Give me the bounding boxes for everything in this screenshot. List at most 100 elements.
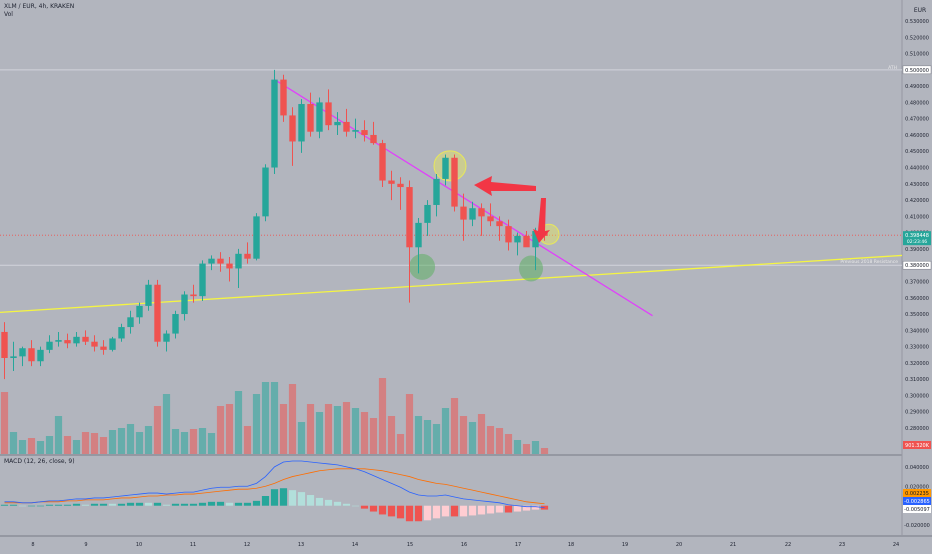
macd-histogram-bar <box>225 502 234 506</box>
macd-histogram-bar <box>54 504 63 506</box>
top-rejection-circle <box>433 150 467 182</box>
macd-histogram-bar <box>387 505 396 517</box>
candle-body <box>55 340 62 342</box>
candle-body <box>163 333 170 342</box>
volume-bar <box>405 394 414 454</box>
volume-bar <box>333 406 342 454</box>
time-tick-label: 14 <box>352 542 358 548</box>
candle-body <box>487 216 494 222</box>
macd-histogram-bar <box>531 505 540 510</box>
macd-histogram-bar <box>324 499 333 506</box>
macd-histogram-bar <box>297 492 306 506</box>
candle-body <box>244 253 251 259</box>
volume-indicator-label[interactable]: Vol <box>4 11 13 18</box>
volume-bar <box>396 434 405 454</box>
volume-bar <box>297 422 306 454</box>
macd-histogram-bar <box>270 489 279 506</box>
macd-histogram-bar <box>135 502 144 506</box>
price-tick-label: 0.440000 <box>905 166 929 172</box>
price-tick-label: 0.510000 <box>905 52 929 58</box>
candle-body <box>253 216 260 259</box>
macd-histogram-bar <box>0 504 9 506</box>
macd-histogram-bar <box>126 502 135 506</box>
support-bounce-circle-1 <box>409 253 436 280</box>
volume-bar <box>324 404 333 454</box>
volume-bar <box>189 429 198 454</box>
macd-histogram-bar <box>504 505 513 513</box>
macd-histogram-bar <box>81 504 90 506</box>
down-arrow-annotation <box>533 198 550 243</box>
candle-body <box>370 134 377 144</box>
volume-bar <box>387 416 396 454</box>
volume-bar <box>477 414 486 454</box>
volume-bar <box>45 436 54 454</box>
macd-histogram-bar <box>279 488 288 506</box>
volume-bar <box>468 422 477 454</box>
volume-bar <box>288 384 297 454</box>
macd-histogram-bar <box>432 505 441 519</box>
volume-bar <box>378 378 387 454</box>
macd-histogram-bar <box>522 505 531 511</box>
volume-bar <box>243 426 252 454</box>
symbol-title[interactable]: XLM / EUR, 4h, KRAKEN <box>4 3 75 10</box>
macd-histogram-bar <box>198 502 207 506</box>
macd-histogram-bar <box>333 501 342 506</box>
volume-bar <box>135 432 144 454</box>
price-tick-label: 0.470000 <box>905 117 929 123</box>
volume-bar <box>342 402 351 454</box>
svg-text:0.500000: 0.500000 <box>905 68 929 74</box>
volume-bar <box>18 440 27 454</box>
macd-value-tags: 0.002235 -0.002865 -0.005097 <box>903 489 931 513</box>
time-tick-label: 16 <box>461 542 467 548</box>
time-tick-label: 23 <box>839 542 845 548</box>
volume-bar <box>9 432 18 454</box>
volume-bar <box>0 392 9 454</box>
candle-body <box>460 206 467 220</box>
macd-histogram-bar <box>351 505 360 507</box>
candle-body <box>469 208 476 220</box>
macd-histogram-bar <box>414 505 423 522</box>
histogram-value: -0.005097 <box>904 507 930 513</box>
volume-bar <box>414 416 423 454</box>
candle-body <box>361 130 368 135</box>
macd-value: 0.002235 <box>905 491 929 497</box>
left-arrow-annotation <box>474 176 536 196</box>
candle-body <box>199 263 206 297</box>
candle-body <box>190 294 197 297</box>
macd-histogram-bar <box>45 504 54 506</box>
candle-body <box>64 340 71 344</box>
svg-text:0.398448: 0.398448 <box>905 233 929 239</box>
volume-bar <box>423 420 432 454</box>
time-axis[interactable]: 8 9 10 11 12 13 14 15 16 17 18 19 20 21 22 23 24 <box>31 542 899 548</box>
candle-body <box>226 263 233 269</box>
candle-body <box>433 178 440 205</box>
volume-bar <box>369 418 378 454</box>
macd-histogram-bar <box>306 495 315 506</box>
volume-bar <box>450 398 459 454</box>
macd-histogram-bar <box>18 505 27 507</box>
macd-histogram-bar <box>423 505 432 521</box>
volume-bar <box>117 428 126 454</box>
volume-bar <box>225 404 234 454</box>
support-bounce-circle-2 <box>519 255 543 282</box>
volume-bar <box>54 416 63 454</box>
macd-histogram-bar <box>36 505 45 507</box>
macd-indicator-label[interactable]: MACD (12, 26, close, 9) <box>4 458 75 465</box>
macd-histogram-bar <box>72 503 81 506</box>
volume-bar <box>234 391 243 454</box>
macd-histogram-bar <box>117 503 126 506</box>
candle-body <box>397 183 404 188</box>
macd-tick-label: -0.020000 <box>904 523 930 529</box>
candle-body <box>343 121 350 132</box>
rising-support-trendline[interactable] <box>0 254 903 314</box>
volume-bar <box>540 448 549 454</box>
candle-body <box>424 204 431 223</box>
candle-body <box>118 327 125 339</box>
price-axis[interactable]: 0.530000 0.520000 0.510000 0.500000 0.490000… <box>905 19 929 432</box>
macd-tick-label: 0.040000 <box>905 465 929 471</box>
macd-histogram-bar <box>90 503 99 506</box>
price-tick-label: 0.520000 <box>905 35 929 41</box>
candle-body <box>415 222 422 248</box>
current-price-tag: 0.398448 02:23:46 <box>903 231 931 246</box>
